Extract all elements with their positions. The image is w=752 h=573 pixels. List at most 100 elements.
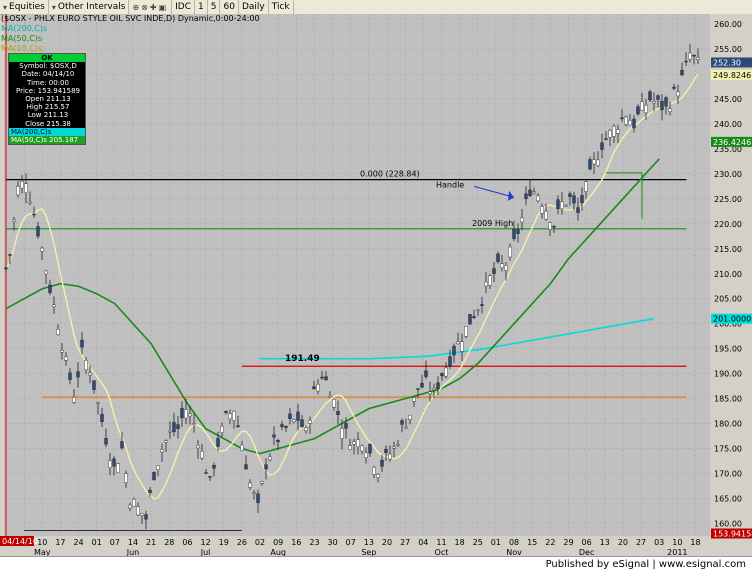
candle-body bbox=[596, 159, 600, 166]
data-window-ok-button[interactable]: OK bbox=[9, 54, 85, 63]
price-tag-ma10: 249.8246 bbox=[713, 71, 751, 80]
x-month-label: 2011 bbox=[667, 548, 687, 556]
fib-label: 0.000 (228.84) bbox=[360, 170, 420, 179]
candle-body bbox=[592, 159, 596, 165]
candle-body bbox=[436, 382, 440, 389]
candle-body bbox=[392, 446, 396, 449]
candle-body bbox=[60, 350, 64, 353]
candle-body bbox=[616, 129, 620, 134]
candle-body bbox=[528, 189, 532, 196]
data-window[interactable]: OK Symbol: $OSX,D Date: 04/14/10 Time: 0… bbox=[8, 53, 86, 146]
candle-body bbox=[64, 356, 68, 361]
candle-body bbox=[136, 506, 140, 516]
candle-body bbox=[68, 372, 72, 380]
candle-body bbox=[48, 284, 52, 293]
x-tick-label: 08 bbox=[509, 538, 519, 547]
candle-body bbox=[76, 371, 80, 378]
candle-body bbox=[112, 458, 116, 467]
interval-60-label: 60 bbox=[223, 2, 235, 12]
chevron-down-icon: ▾ bbox=[51, 2, 56, 12]
y-tick-label: 225.00 bbox=[714, 195, 742, 204]
candle-body bbox=[100, 414, 104, 422]
data-row-close: Close 215.38 bbox=[25, 119, 71, 128]
candle-body bbox=[696, 57, 700, 60]
x-tick-label: 10 bbox=[37, 538, 47, 547]
candle-body bbox=[504, 265, 508, 271]
interval-1-button[interactable]: 1 bbox=[195, 0, 208, 14]
candle-body bbox=[480, 304, 484, 306]
candle-body bbox=[420, 382, 424, 388]
tool-icon-4[interactable]: ▣ bbox=[158, 2, 167, 12]
data-row-ma50: MA(50,C)s 205.187 bbox=[9, 136, 85, 145]
candle-body bbox=[304, 427, 308, 432]
x-tick-label: 23 bbox=[309, 538, 319, 547]
candle-body bbox=[24, 183, 28, 193]
tool-icon-2[interactable]: ⊗ bbox=[141, 2, 148, 12]
daily-button[interactable]: Daily bbox=[239, 0, 269, 14]
x-tick-label: 18 bbox=[455, 538, 465, 547]
tool-icon-1[interactable]: ⊕ bbox=[132, 2, 140, 12]
candle-body bbox=[284, 426, 288, 428]
candle-body bbox=[220, 425, 224, 433]
data-row-symbol: Symbol: $OSX,D bbox=[19, 62, 77, 71]
candle-body bbox=[344, 423, 348, 429]
candle-body bbox=[544, 211, 548, 220]
y-tick-label: 170.00 bbox=[714, 470, 742, 479]
candle-body bbox=[404, 426, 408, 429]
x-tick-label: 10 bbox=[672, 538, 682, 547]
candle-body bbox=[456, 341, 460, 344]
other-intervals-menu[interactable]: ▾ Other Intervals bbox=[49, 0, 130, 14]
y-tick-label: 185.00 bbox=[714, 395, 742, 404]
candle-body bbox=[644, 104, 648, 114]
candle-body bbox=[160, 449, 164, 453]
price-tag-ma10-bg bbox=[711, 69, 752, 80]
candle-body bbox=[540, 206, 544, 214]
x-tick-label: 07 bbox=[346, 538, 356, 547]
candle-body bbox=[116, 463, 120, 473]
candle-body bbox=[372, 467, 376, 475]
tool-icon-3[interactable]: ✚ bbox=[149, 2, 157, 12]
chart-legend: ($OSX - PHLX EURO STYLE OIL SVC INDE,D) … bbox=[1, 14, 260, 54]
candle-body bbox=[552, 225, 556, 228]
candle-body bbox=[576, 207, 580, 213]
idc-button[interactable]: IDC bbox=[172, 0, 196, 14]
candle-body bbox=[252, 492, 256, 494]
handle-arrowhead bbox=[508, 190, 514, 201]
candle-body bbox=[236, 425, 240, 427]
x-month-label: Dec bbox=[579, 548, 594, 556]
legend-ma50: MA(50,C)s bbox=[1, 34, 43, 43]
candle-body bbox=[664, 97, 668, 107]
candle-body bbox=[396, 444, 400, 446]
price-tag-ma50-bg bbox=[711, 136, 752, 147]
y-tick-label: 230.00 bbox=[714, 170, 742, 179]
price-tag-ma200-bg bbox=[711, 313, 752, 324]
candle-body bbox=[684, 60, 688, 63]
x-month-label: Sep bbox=[361, 548, 376, 556]
candle-body bbox=[340, 428, 344, 439]
candle-body bbox=[36, 226, 40, 237]
candle-body bbox=[476, 309, 480, 312]
candle-body bbox=[612, 126, 616, 137]
price-chart[interactable]: 160.00165.00170.00175.00180.00185.00190.… bbox=[0, 14, 752, 556]
tick-button[interactable]: Tick bbox=[269, 0, 294, 14]
interval-5-button[interactable]: 5 bbox=[208, 0, 221, 14]
candle-body bbox=[564, 204, 568, 207]
candle-body bbox=[92, 380, 96, 390]
candle-body bbox=[472, 316, 476, 319]
legend-ma200: MA(200,C)s bbox=[1, 24, 48, 33]
footer: Published by eSignal | www.esignal.com bbox=[0, 556, 752, 573]
y-tick-label: 215.00 bbox=[714, 245, 742, 254]
interval-60-button[interactable]: 60 bbox=[220, 0, 239, 14]
candle-body bbox=[584, 181, 588, 192]
candle-body bbox=[28, 201, 32, 204]
data-row-price: Price: 153.941589 bbox=[16, 86, 80, 95]
candle-body bbox=[12, 219, 16, 222]
x-tick-label: 04 bbox=[418, 538, 428, 547]
candle-body bbox=[524, 193, 528, 199]
candle-body bbox=[632, 118, 636, 129]
x-tick-label: 17 bbox=[55, 538, 65, 547]
candle-body bbox=[500, 263, 504, 268]
y-tick-label: 165.00 bbox=[714, 495, 742, 504]
candle-body bbox=[324, 376, 328, 381]
equities-menu[interactable]: ▾ Equities bbox=[0, 0, 49, 14]
